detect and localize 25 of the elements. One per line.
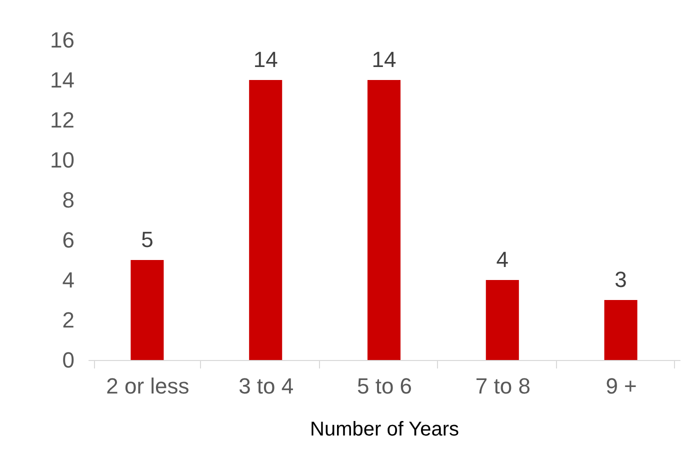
bar [486,280,519,360]
bar [367,80,401,360]
y-tick-label: 14 [50,68,74,92]
y-tick-label: 10 [50,148,74,172]
x-tick-label: 2 or less [106,374,190,398]
y-tick-label: 12 [50,108,74,132]
y-tick-label: 0 [62,348,74,372]
y-tick-label: 2 [62,308,74,332]
data-label: 14 [253,47,278,72]
data-label: 5 [141,227,154,252]
bar [249,80,282,360]
bar [130,260,164,360]
x-tick-label: 7 to 8 [475,374,530,398]
data-label: 14 [372,47,396,72]
y-tick-label: 8 [62,188,74,212]
x-tick-label: 3 to 4 [238,374,294,398]
x-tick-label: 9 + [606,374,637,398]
x-axis-title: Number of Years [310,418,459,440]
y-tick-label: 4 [62,268,74,292]
data-label: 3 [614,267,627,292]
y-tick-label: 6 [62,228,74,252]
x-tick-label: 5 to 6 [356,374,412,398]
bar [604,300,638,360]
data-label: 4 [496,247,509,272]
y-tick-label: 16 [50,28,74,52]
